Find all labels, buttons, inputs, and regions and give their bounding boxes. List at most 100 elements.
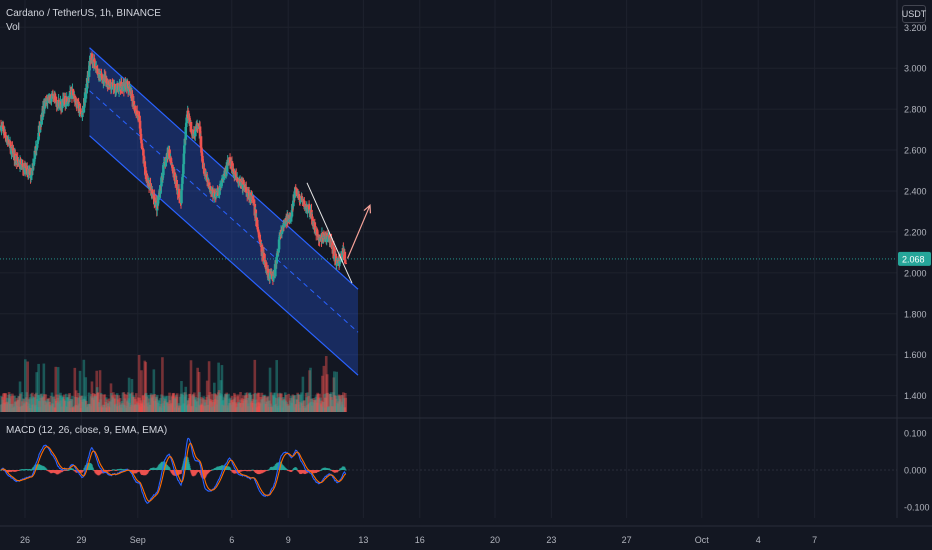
candle-body	[131, 94, 134, 101]
volume-bar	[132, 395, 135, 412]
volume-bar	[206, 404, 209, 412]
volume-bar	[317, 397, 320, 412]
volume-bar	[33, 396, 36, 412]
volume-bar	[35, 372, 39, 412]
volume-bar	[109, 401, 112, 412]
volume-bar	[150, 398, 154, 412]
volume-bar	[249, 394, 253, 412]
volume-bar	[316, 393, 320, 412]
volume-bar	[65, 407, 69, 412]
time-tick-label: 13	[358, 535, 368, 545]
volume-bar	[183, 396, 187, 412]
candle-body	[344, 263, 348, 265]
volume-bar	[241, 399, 244, 412]
volume-bar	[280, 393, 283, 412]
volume-bar	[10, 404, 13, 412]
volume-bar	[79, 407, 83, 412]
volume-bar	[213, 393, 217, 412]
macd-histogram-bar	[0, 470, 2, 471]
volume-bar	[270, 405, 274, 412]
volume-bar	[288, 400, 292, 412]
price-tick-label: 3.000	[904, 64, 927, 74]
volume-bar	[291, 397, 294, 412]
volume-bar	[215, 395, 219, 412]
volume-bar	[251, 398, 255, 412]
volume-bar	[62, 396, 65, 412]
regression-channel[interactable]	[89, 47, 359, 376]
volume-bar	[3, 393, 6, 412]
volume-bar	[12, 406, 16, 412]
symbol-title[interactable]: Cardano / TetherUS, 1h, BINANCE	[6, 8, 161, 19]
volume-bar	[49, 395, 53, 412]
volume-bar	[104, 402, 108, 412]
candle-body	[208, 186, 212, 188]
volume-bar	[165, 395, 169, 412]
volume-bar	[261, 397, 265, 412]
volume-bar	[27, 399, 30, 412]
candle-body	[255, 219, 259, 227]
candle-body	[325, 233, 329, 236]
volume-bar	[71, 406, 75, 412]
volume-bar	[250, 400, 254, 412]
volume-bar	[79, 395, 82, 412]
volume-bar	[105, 399, 109, 412]
volume-bar	[259, 403, 263, 412]
volume-bar	[295, 399, 299, 412]
volume-bar	[214, 394, 218, 412]
volume-bar	[130, 379, 134, 412]
volume-bar	[232, 401, 235, 412]
macd-histogram-bar	[91, 467, 94, 470]
macd-histogram-bar	[122, 469, 125, 470]
macd-label[interactable]: MACD (12, 26, close, 9, EMA, EMA)	[6, 425, 168, 436]
volume-bar	[89, 396, 93, 412]
candle-body	[334, 256, 338, 265]
macd-histogram-bar	[2, 469, 5, 471]
volume-bar	[282, 397, 285, 412]
volume-bar	[330, 397, 333, 412]
volume-bar	[64, 405, 68, 412]
volume-bar	[199, 398, 202, 412]
candle-body	[313, 222, 317, 228]
volume-bar	[302, 405, 305, 412]
volume-bar	[237, 401, 240, 412]
volume-bar	[131, 396, 135, 412]
macd-histogram-bar	[180, 470, 183, 472]
volume-bar	[53, 407, 56, 412]
volume-bar	[256, 392, 260, 412]
drawing-tools[interactable]	[0, 182, 897, 284]
volume-bar	[331, 406, 334, 412]
candle-body	[184, 123, 188, 128]
candle-body	[264, 262, 268, 267]
volume-bar	[324, 356, 328, 412]
volume-bar	[254, 399, 258, 412]
volume-bar	[281, 400, 285, 412]
volume-bar	[273, 405, 277, 412]
volume-bar	[164, 396, 168, 412]
volume-bar	[322, 402, 325, 412]
volume-bar	[253, 359, 257, 412]
volume-bar	[30, 405, 33, 412]
volume-bar	[314, 396, 318, 412]
volume-bar	[159, 403, 163, 412]
volume-bar	[180, 393, 184, 412]
volume-bar	[304, 392, 308, 412]
candle-body	[160, 177, 163, 187]
volume-bar	[254, 403, 258, 412]
volume-bar	[20, 392, 24, 412]
volume-bar	[325, 393, 329, 412]
volume-bar	[73, 367, 77, 412]
volume-bar	[179, 393, 183, 412]
volume-bar	[318, 405, 322, 412]
volume-bar	[41, 395, 44, 412]
volume-bar	[29, 393, 33, 412]
volume-bar	[52, 396, 56, 412]
volume-bar	[91, 397, 95, 412]
candle-body	[237, 181, 240, 184]
volume-bar	[168, 400, 172, 412]
volume-bar	[328, 393, 332, 412]
currency-button[interactable]: USDT	[902, 5, 926, 23]
volume-bar	[143, 393, 147, 412]
volume-label[interactable]: Vol	[6, 22, 20, 33]
volume-bar	[236, 396, 239, 412]
